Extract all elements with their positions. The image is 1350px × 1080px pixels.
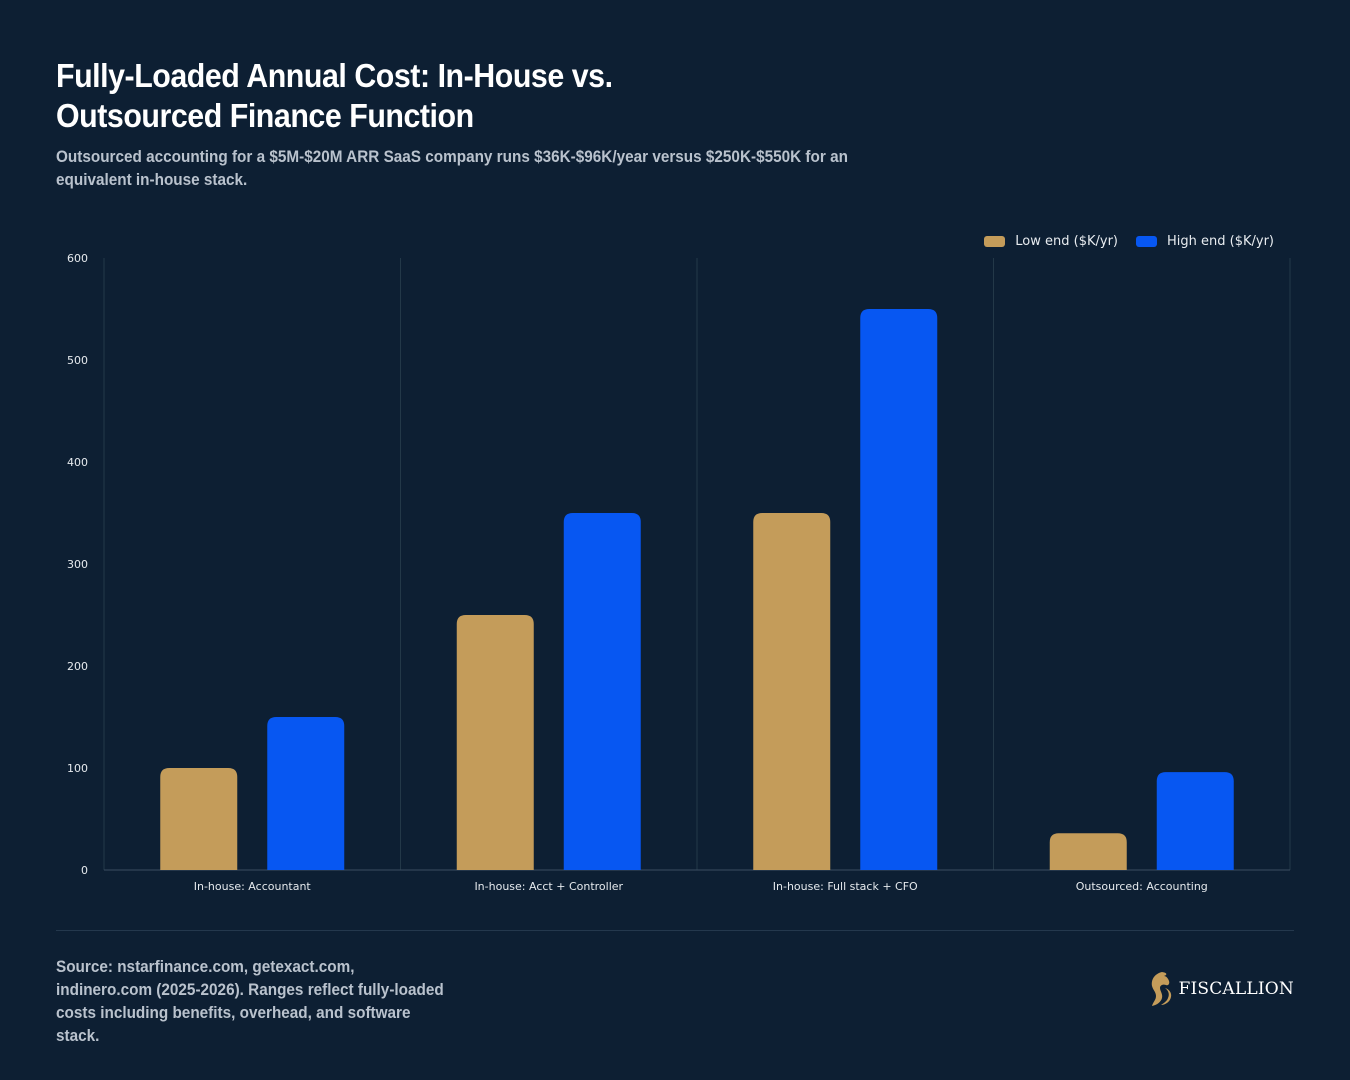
x-tick-label: In-house: Full stack + CFO [773, 880, 918, 893]
legend-item-low: Low end ($K/yr) [984, 234, 1118, 249]
y-tick-label: 0 [81, 864, 88, 877]
legend-swatch-high [1136, 236, 1157, 247]
y-tick-label: 100 [67, 762, 88, 775]
y-tick-label: 200 [67, 660, 88, 673]
y-tick-label: 500 [67, 354, 88, 367]
bar-low [1049, 833, 1127, 870]
brand-logo: FISCALLION [1148, 970, 1294, 1008]
bar-high [267, 717, 345, 870]
x-tick-label: In-house: Accountant [194, 880, 312, 893]
y-tick-label: 400 [67, 456, 88, 469]
chart-title: Fully-Loaded Annual Cost: In-House vs. O… [56, 57, 613, 134]
legend-label-low: Low end ($K/yr) [1015, 234, 1118, 249]
x-tick-label: In-house: Acct + Controller [474, 880, 623, 893]
bar-chart: 0 100 200 300 400 500 600 In-house: Accountant I… [67, 252, 1291, 893]
chart-subtitle: Outsourced accounting for a $5M-$20M ARR… [56, 147, 848, 189]
axis-layer: 0 100 200 300 400 500 600 In-house: Accountant I… [67, 252, 1290, 893]
legend-label-high: High end ($K/yr) [1167, 234, 1274, 249]
footer-divider [56, 930, 1294, 931]
y-tick-label: 600 [67, 252, 88, 265]
bar-high [860, 309, 938, 870]
grid-layer [103, 258, 1291, 870]
legend-swatch-low [984, 236, 1006, 247]
x-tick-label: Outsourced: Accounting [1076, 880, 1208, 893]
y-tick-label: 300 [67, 558, 88, 571]
bar-low [160, 768, 238, 870]
source-note: Source: nstarfinance.com, getexact.com, … [56, 957, 444, 1045]
bar-layer [160, 309, 1234, 870]
bar-high [563, 513, 641, 870]
bar-high [1156, 772, 1234, 870]
lion-head-icon [1152, 972, 1172, 1006]
brand-name: FISCALLION [1178, 979, 1294, 999]
legend-item-high: High end ($K/yr) [1136, 234, 1274, 249]
bar-low [753, 513, 831, 870]
bar-low [456, 615, 534, 870]
chart-legend: Low end ($K/yr) High end ($K/yr) [984, 234, 1274, 249]
